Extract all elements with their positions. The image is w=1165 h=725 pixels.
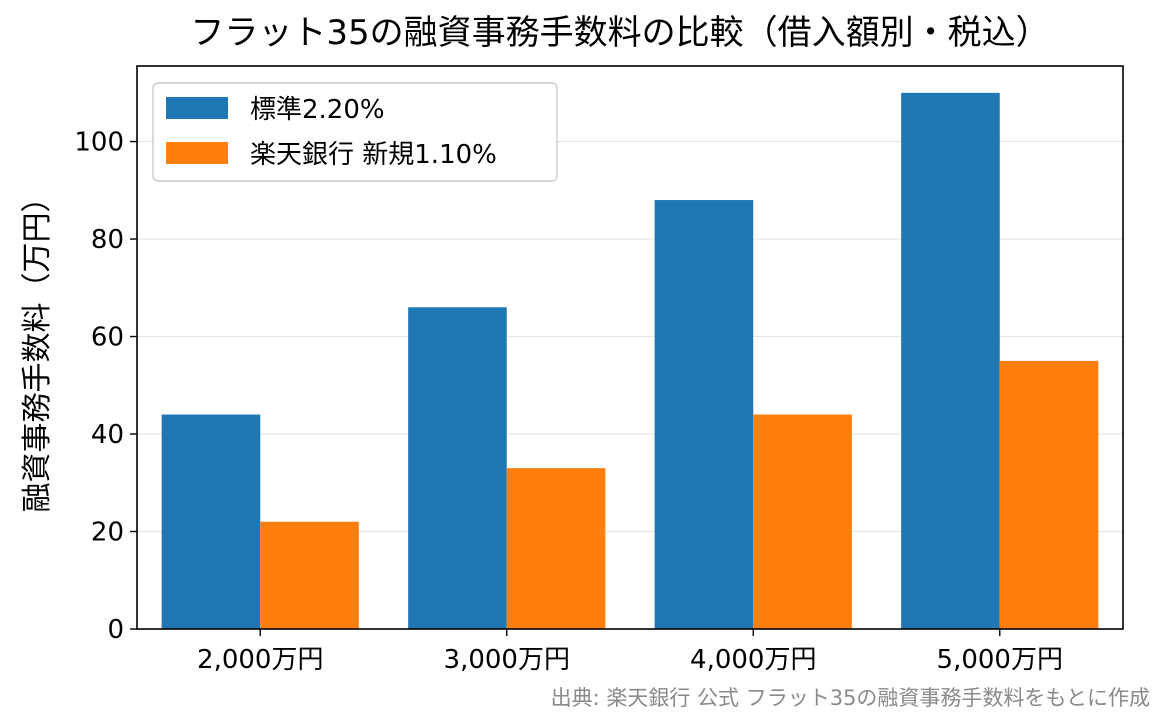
x-tick-label: 4,000万円	[690, 645, 816, 675]
bar-standard-2	[654, 200, 754, 630]
legend-label-standard: 標準2.20%	[250, 95, 385, 125]
y-axis-label: 融資事務手数料（万円）	[20, 183, 55, 513]
legend-swatch-rakuten	[166, 142, 228, 164]
y-tick-label: 60	[91, 323, 124, 353]
bar-standard-0	[161, 414, 261, 629]
x-tick-label: 5,000万円	[937, 645, 1063, 675]
bar-rakuten-1	[506, 468, 606, 629]
y-tick-label: 80	[91, 225, 124, 255]
chart-title: フラット35の融資事務手数料の比較（借入額別・税込）	[190, 13, 1049, 53]
legend-label-rakuten: 楽天銀行 新規1.10%	[250, 140, 497, 170]
bar-rakuten-3	[999, 360, 1099, 629]
legend-box	[152, 82, 558, 182]
y-tick-label: 40	[91, 420, 124, 450]
bar-standard-3	[901, 92, 1000, 630]
bar-standard-1	[408, 307, 507, 629]
bar-rakuten-0	[260, 521, 359, 629]
y-axis-ticks: 0 20 40 60 80 100	[74, 128, 137, 645]
x-tick-label: 3,000万円	[444, 645, 570, 675]
legend-swatch-standard	[166, 97, 228, 119]
y-tick-label: 20	[91, 518, 124, 548]
legend: 標準2.20% 楽天銀行 新規1.10%	[152, 82, 558, 182]
x-tick-label: 2,000万円	[197, 645, 323, 675]
bar-rakuten-2	[753, 414, 852, 629]
source-note: 出典: 楽天銀行 公式 フラット35の融資事務手数料をもとに作成	[551, 686, 1150, 710]
y-tick-label: 100	[74, 128, 124, 158]
bars	[161, 92, 1099, 630]
plot-frame	[136, 65, 1124, 630]
y-tick-label: 0	[107, 615, 124, 645]
x-axis-ticks: 2,000万円 3,000万円 4,000万円 5,000万円	[197, 629, 1063, 675]
